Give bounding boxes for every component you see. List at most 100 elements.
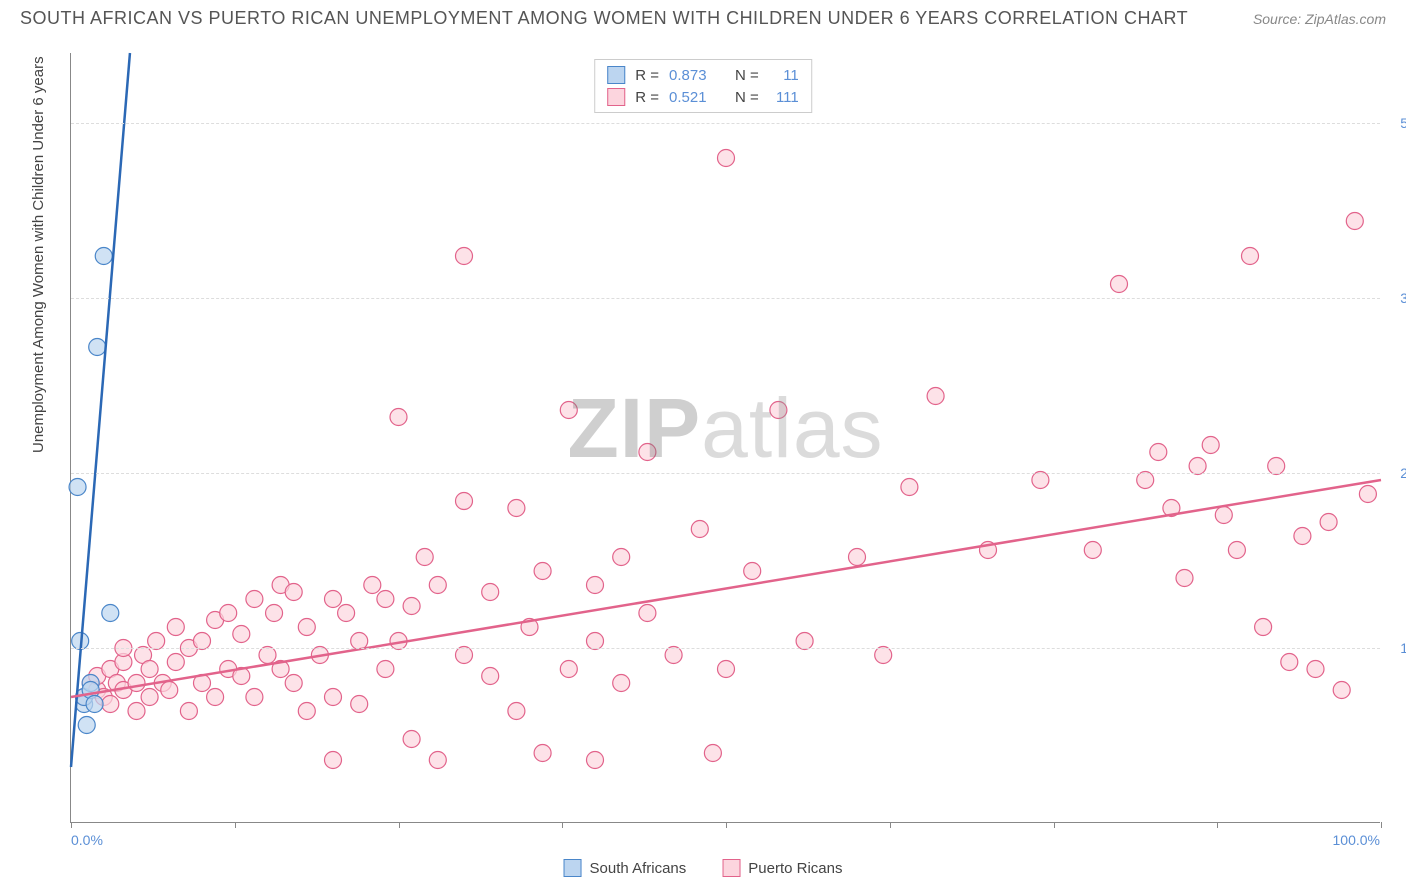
- n-value: 11: [769, 67, 799, 84]
- data-point: [1189, 458, 1206, 475]
- data-point: [128, 703, 145, 720]
- scatter-plot-svg: [71, 53, 1380, 822]
- data-point: [102, 605, 119, 622]
- plot-area: ZIPatlas 12.5%25.0%37.5%50.0%0.0%100.0%: [70, 53, 1380, 823]
- data-point: [429, 752, 446, 769]
- data-point: [704, 745, 721, 762]
- data-point: [456, 647, 473, 664]
- data-point: [875, 647, 892, 664]
- data-point: [1202, 437, 1219, 454]
- data-point: [560, 402, 577, 419]
- data-point: [1176, 570, 1193, 587]
- data-point: [266, 605, 283, 622]
- data-point: [534, 745, 551, 762]
- y-tick-label: 12.5%: [1400, 640, 1406, 656]
- data-point: [233, 626, 250, 643]
- data-point: [220, 605, 237, 622]
- data-point: [482, 584, 499, 601]
- data-point: [613, 675, 630, 692]
- legend-swatch: [607, 66, 625, 84]
- data-point: [1228, 542, 1245, 559]
- series-legend: South Africans Puerto Ricans: [564, 859, 843, 877]
- data-point: [259, 647, 276, 664]
- data-point: [927, 388, 944, 405]
- data-point: [148, 633, 165, 650]
- data-point: [456, 493, 473, 510]
- data-point: [1255, 619, 1272, 636]
- chart-title: SOUTH AFRICAN VS PUERTO RICAN UNEMPLOYME…: [20, 8, 1188, 29]
- data-point: [508, 703, 525, 720]
- data-point: [560, 661, 577, 678]
- data-point: [338, 605, 355, 622]
- r-value: 0.521: [669, 89, 725, 106]
- data-point: [86, 696, 103, 713]
- data-point: [89, 339, 106, 356]
- data-point: [1111, 276, 1128, 293]
- y-axis-title: Unemployment Among Women with Children U…: [30, 56, 47, 453]
- data-point: [691, 521, 708, 538]
- data-point: [1281, 654, 1298, 671]
- data-point: [587, 752, 604, 769]
- data-point: [416, 549, 433, 566]
- x-tick: [235, 822, 236, 828]
- grid-line-h: [71, 298, 1380, 299]
- data-point: [1215, 507, 1232, 524]
- x-tick: [1381, 822, 1382, 828]
- grid-line-h: [71, 473, 1380, 474]
- data-point: [298, 619, 315, 636]
- y-tick-label: 50.0%: [1400, 115, 1406, 131]
- data-point: [102, 696, 119, 713]
- data-point: [1150, 444, 1167, 461]
- data-point: [141, 689, 158, 706]
- data-point: [325, 689, 342, 706]
- data-point: [246, 591, 263, 608]
- r-label: R =: [635, 67, 659, 84]
- data-point: [639, 605, 656, 622]
- data-point: [587, 577, 604, 594]
- data-point: [285, 584, 302, 601]
- legend-item: South Africans: [564, 859, 687, 877]
- data-point: [325, 752, 342, 769]
- data-point: [246, 689, 263, 706]
- data-point: [1294, 528, 1311, 545]
- data-point: [403, 731, 420, 748]
- grid-line-h: [71, 648, 1380, 649]
- legend-swatch: [607, 88, 625, 106]
- data-point: [377, 661, 394, 678]
- data-point: [1268, 458, 1285, 475]
- data-point: [78, 717, 95, 734]
- n-value: 111: [769, 89, 799, 106]
- data-point: [718, 661, 735, 678]
- legend-label: South Africans: [590, 860, 687, 877]
- data-point: [1320, 514, 1337, 531]
- legend-label: Puerto Ricans: [748, 860, 842, 877]
- data-point: [207, 689, 224, 706]
- data-point: [482, 668, 499, 685]
- data-point: [161, 682, 178, 699]
- data-point: [128, 675, 145, 692]
- data-point: [508, 500, 525, 517]
- data-point: [613, 549, 630, 566]
- data-point: [141, 661, 158, 678]
- data-point: [351, 633, 368, 650]
- data-point: [194, 633, 211, 650]
- data-point: [1346, 213, 1363, 230]
- data-point: [770, 402, 787, 419]
- chart-container: Unemployment Among Women with Children U…: [0, 33, 1406, 885]
- x-label-end: 100.0%: [1333, 832, 1380, 848]
- data-point: [1359, 486, 1376, 503]
- data-point: [744, 563, 761, 580]
- data-point: [718, 150, 735, 167]
- n-label: N =: [735, 67, 759, 84]
- data-point: [167, 654, 184, 671]
- data-point: [364, 577, 381, 594]
- data-point: [1137, 472, 1154, 489]
- data-point: [167, 619, 184, 636]
- data-point: [587, 633, 604, 650]
- y-tick-label: 37.5%: [1400, 290, 1406, 306]
- x-tick: [399, 822, 400, 828]
- data-point: [901, 479, 918, 496]
- data-point: [849, 549, 866, 566]
- data-point: [285, 675, 302, 692]
- data-point: [1333, 682, 1350, 699]
